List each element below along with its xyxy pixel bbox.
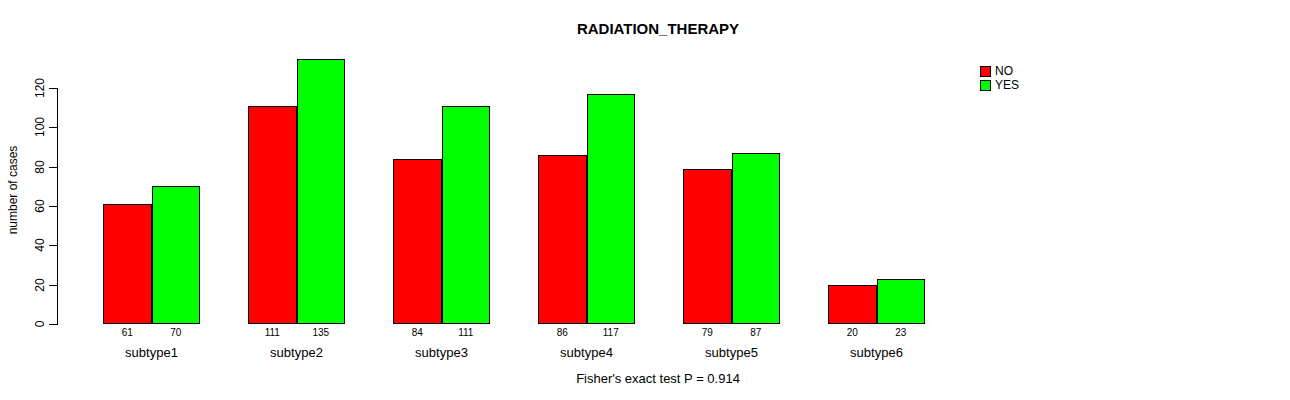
y-axis-line [57, 88, 58, 325]
category-label-subtype4: subtype4 [560, 345, 613, 360]
bar-value-label: 23 [895, 327, 906, 338]
bar-value-label: 84 [412, 327, 423, 338]
bar-value-label: 111 [458, 327, 473, 338]
bar-yes-subtype1 [152, 186, 201, 324]
radiation-therapy-bar-chart: RADIATION_THERAPY number of cases 020406… [0, 0, 1290, 400]
stat-test-annotation: Fisher's exact test P = 0.914 [576, 371, 740, 386]
y-tick-label: 60 [33, 199, 47, 212]
y-tick-mark [49, 167, 57, 168]
y-tick-mark [49, 324, 57, 325]
bar-yes-subtype2 [297, 59, 346, 325]
bar-value-label: 117 [603, 327, 619, 338]
y-tick-mark [49, 206, 57, 207]
bar-no-subtype1 [103, 204, 152, 324]
bar-value-label: 86 [557, 327, 568, 338]
bar-value-label: 111 [265, 327, 280, 338]
y-tick-label: 0 [33, 321, 47, 328]
bar-yes-subtype5 [732, 153, 781, 324]
bar-value-label: 61 [122, 327, 133, 338]
category-label-subtype6: subtype6 [850, 345, 903, 360]
bar-value-label: 79 [702, 327, 713, 338]
plot-area: 0 20 40 60 80 100 120 61 70 subtype1 111 135 subtype… [0, 0, 1290, 400]
y-tick-label: 100 [33, 117, 47, 137]
legend-item-no: NO [980, 64, 1019, 78]
legend-swatch-yes [980, 80, 991, 91]
y-tick-mark [49, 245, 57, 246]
bar-no-subtype2 [248, 106, 297, 324]
y-tick-label: 40 [33, 239, 47, 252]
y-tick-mark [49, 285, 57, 286]
bar-value-label: 70 [170, 327, 181, 338]
legend-label-no: NO [995, 64, 1013, 78]
category-label-subtype1: subtype1 [125, 345, 178, 360]
legend: NOYES [980, 64, 1019, 92]
category-label-subtype5: subtype5 [705, 345, 758, 360]
bar-value-label: 135 [312, 327, 329, 338]
y-tick-label: 80 [33, 160, 47, 173]
bar-no-subtype6 [828, 285, 877, 324]
y-tick-label: 120 [33, 78, 47, 98]
category-label-subtype2: subtype2 [270, 345, 323, 360]
legend-label-yes: YES [995, 78, 1019, 92]
category-label-subtype3: subtype3 [415, 345, 468, 360]
bar-no-subtype5 [683, 169, 732, 324]
legend-item-yes: YES [980, 78, 1019, 92]
bar-yes-subtype6 [877, 279, 926, 324]
bar-no-subtype3 [393, 159, 442, 324]
bar-yes-subtype3 [442, 106, 491, 324]
bar-no-subtype4 [538, 155, 587, 324]
legend-swatch-no [980, 66, 991, 77]
bar-yes-subtype4 [587, 94, 636, 324]
y-tick-mark [49, 127, 57, 128]
y-tick-label: 20 [33, 278, 47, 291]
y-tick-mark [49, 88, 57, 89]
bar-value-label: 87 [750, 327, 761, 338]
bar-value-label: 20 [847, 327, 858, 338]
